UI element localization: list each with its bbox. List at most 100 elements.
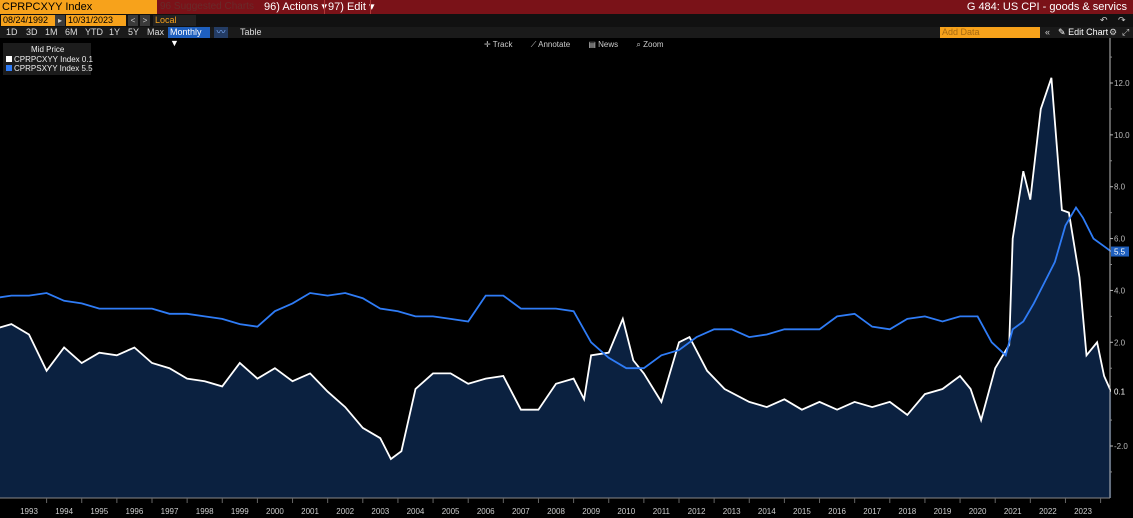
track-button[interactable]: ✛ Track <box>484 40 513 49</box>
add-data-input[interactable]: Add Data <box>940 27 1040 38</box>
zoom-label: Zoom <box>643 40 664 49</box>
y-tick-label: 12.0 <box>1114 79 1130 88</box>
x-tick-label: 2011 <box>653 507 671 516</box>
y-tick-label: 2.0 <box>1114 338 1126 347</box>
actions-label: 96) Actions <box>264 1 319 13</box>
frequency-label: Monthly <box>170 27 202 37</box>
x-tick-label: 2004 <box>407 507 425 516</box>
legend-label: CPRPSXYY Index 5.5 <box>14 64 93 73</box>
legend-swatch <box>6 56 12 62</box>
x-tick-label: 2019 <box>934 507 952 516</box>
range-1m[interactable]: 1M <box>45 27 58 37</box>
y-tick-label: -2.0 <box>1114 442 1128 451</box>
y-tick-labels: -2.0 2.0 4.0 6.0 8.0 10.0 12.0 <box>1110 56 1130 473</box>
range-3d[interactable]: 3D <box>26 27 38 37</box>
undo-icon[interactable]: ↶ <box>1100 15 1108 25</box>
y-tick-label: 8.0 <box>1114 183 1126 192</box>
chart-title: G 484: US CPI - goods & servics <box>966 1 1127 13</box>
pencil-icon: ✎ <box>1058 27 1066 37</box>
x-tick-label: 1996 <box>126 507 144 516</box>
legend-item-services[interactable]: CPRPSXYY Index 5.5 <box>6 64 93 74</box>
range-1y[interactable]: 1Y <box>109 27 121 37</box>
zoom-button[interactable]: ⌕ Zoom <box>636 40 664 49</box>
suggested-charts-button[interactable]: 96 Suggested Charts <box>160 1 254 12</box>
range-toolbar <box>0 27 1133 38</box>
title-bar <box>0 0 1133 14</box>
x-tick-label: 2001 <box>301 507 319 516</box>
x-tick-labels: 1993 1994 1995 1996 1997 1998 1999 2000 2001 2002… <box>20 498 1102 516</box>
x-tick-label: 1993 <box>20 507 38 516</box>
services-series-line <box>0 205 1112 370</box>
edit-label: 97) Edit <box>328 1 366 13</box>
track-label: Track <box>492 40 513 49</box>
end-date-field[interactable]: 10/31/2023 <box>66 15 126 26</box>
goods-last-value: 0.1 <box>1114 388 1126 397</box>
goods-last-value-box <box>1111 386 1129 397</box>
x-tick-label: 1998 <box>196 507 214 516</box>
date-toolbar <box>0 14 1133 27</box>
range-ytd[interactable]: YTD <box>85 27 103 37</box>
legend: Mid Price CPRPCXYY Index 0.1 CPRPSXYY In… <box>3 43 93 75</box>
y-tick-label: 10.0 <box>1114 131 1130 140</box>
x-tick-label: 2007 <box>512 507 530 516</box>
range-1d[interactable]: 1D <box>6 27 18 37</box>
range-6m[interactable]: 6M <box>65 27 78 37</box>
edit-menu[interactable]: 97) Edit ▾ <box>328 0 375 14</box>
legend-header: Mid Price <box>31 45 65 54</box>
y-tick-label: 6.0 <box>1114 235 1126 244</box>
x-tick-label: 2022 <box>1039 507 1057 516</box>
x-tick-label: 2023 <box>1074 507 1092 516</box>
services-last-value: 5.5 <box>1114 248 1126 257</box>
x-tick-label: 1995 <box>90 507 108 516</box>
settings-icon[interactable]: ⚙ <box>1109 27 1118 37</box>
legend-label: CPRPCXYY Index 0.1 <box>14 55 94 64</box>
x-tick-label: 2008 <box>547 507 565 516</box>
goods-area-fill <box>0 77 1112 498</box>
news-button[interactable]: ▤ News <box>588 40 619 49</box>
legend-item-goods[interactable]: CPRPCXYY Index 0.1 <box>6 55 93 65</box>
line-chart-icon[interactable]: 〰 <box>214 27 228 38</box>
x-tick-label: 2020 <box>969 507 987 516</box>
x-tick-label: 1994 <box>55 507 73 516</box>
x-tick-label: 2006 <box>477 507 495 516</box>
dropdown-icon: ▼ <box>170 38 179 48</box>
ticker-input[interactable]: CPRPCXYY Index <box>0 0 157 14</box>
annotate-label: Annotate <box>538 40 571 49</box>
separator <box>370 0 371 14</box>
annotate-button[interactable]: ⟋ Annotate <box>530 40 571 49</box>
x-tick-label: 2013 <box>723 507 741 516</box>
x-tick-label: 2015 <box>793 507 811 516</box>
redo-icon[interactable]: ↷ <box>1118 15 1126 25</box>
frequency-select[interactable]: Monthly ▼ <box>168 27 210 48</box>
x-tick-label: 2017 <box>863 507 881 516</box>
x-tick-label: 2009 <box>582 507 600 516</box>
x-tick-label: 1997 <box>161 507 179 516</box>
table-button[interactable]: Table <box>240 27 262 37</box>
x-tick-label: 2002 <box>336 507 354 516</box>
range-max[interactable]: Max <box>147 27 165 37</box>
edit-chart-label: Edit Chart <box>1068 27 1109 37</box>
separator <box>324 0 325 14</box>
range-5y[interactable]: 5Y <box>128 27 140 37</box>
goods-series-line <box>0 77 1112 461</box>
x-tick-label: 2003 <box>371 507 389 516</box>
chart-tools: ✛ Track ⟋ Annotate ▤ News ⌕ Zoom <box>484 39 680 50</box>
x-tick-label: 2021 <box>1004 507 1022 516</box>
legend-swatch <box>6 65 12 71</box>
calendar-icon[interactable]: ▸ <box>55 15 65 26</box>
last-value-tags: 5.5 0.1 <box>1111 246 1129 397</box>
collapse-icon[interactable]: « <box>1045 27 1051 37</box>
expand-icon[interactable]: ⤢ <box>1122 27 1130 37</box>
y-tick-label: 4.0 <box>1114 286 1126 295</box>
news-label: News <box>598 40 619 49</box>
start-date-field[interactable]: 08/24/1992 <box>1 15 64 26</box>
x-tick-label: 2005 <box>442 507 460 516</box>
edit-chart-button[interactable]: ✎ Edit Chart <box>1058 27 1108 38</box>
next-arrow-icon[interactable]: > <box>140 15 150 26</box>
x-tick-label: 2012 <box>688 507 706 516</box>
x-tick-label: 1999 <box>231 507 249 516</box>
x-tick-label: 2014 <box>758 507 776 516</box>
prev-arrow-icon[interactable]: < <box>128 15 138 26</box>
services-last-value-box <box>1111 246 1129 257</box>
